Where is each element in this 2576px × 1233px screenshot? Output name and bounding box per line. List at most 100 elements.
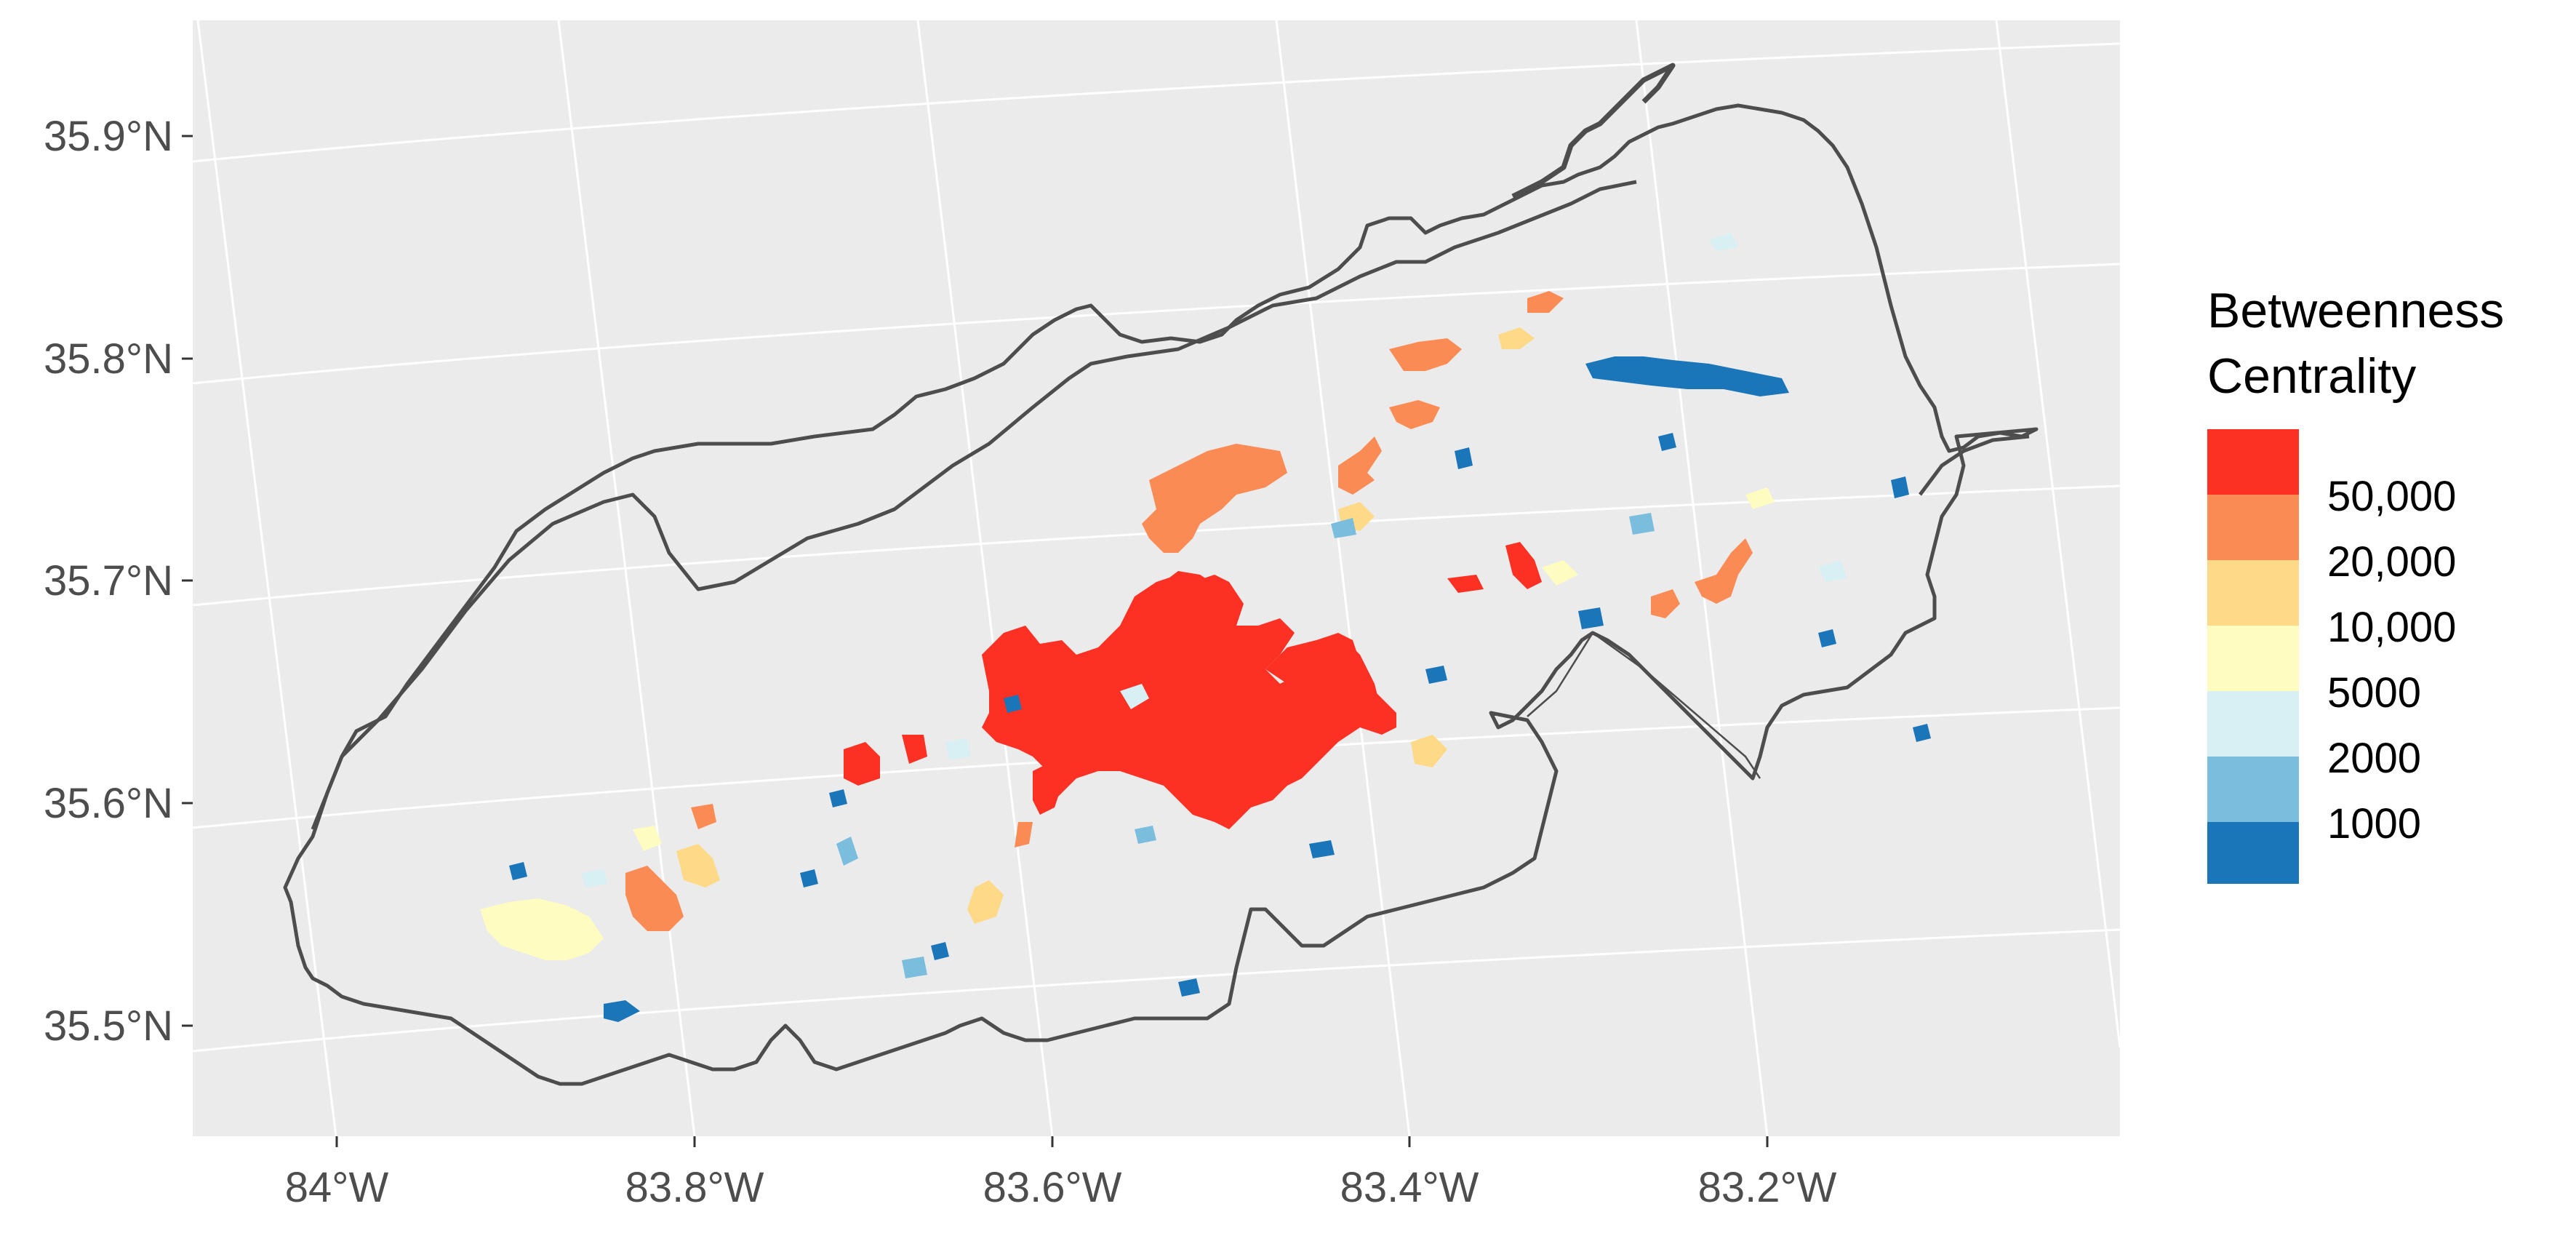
latitude-line-35-8: [192, 263, 2121, 385]
patch-blue-8: [1309, 840, 1335, 858]
patch-yellow-center: [967, 880, 1004, 924]
y-tick-label: 35.6°N: [44, 780, 173, 827]
legend-swatch: [2207, 691, 2299, 757]
latitude-line-35-7: [192, 484, 2121, 607]
patch-yellow-east: [1411, 735, 1447, 767]
patch-pale-yellow-small: [633, 826, 662, 851]
park-outline: [283, 103, 2039, 1086]
patch-orange-mid-2: [1695, 538, 1753, 604]
patch-red-tiny-1: [1447, 575, 1484, 593]
patch-blue-14: [1913, 724, 1931, 742]
patch-light-cyan-4: [582, 869, 607, 887]
longitude-line-83-4: [1275, 20, 1411, 1137]
legend-break-label: 2000: [2327, 735, 2421, 782]
centrality-patches: [480, 233, 1931, 1022]
latitude-line-35-9: [192, 42, 2121, 163]
legend: Betweenness Centrality 50,000 20,000 10,…: [2207, 283, 2504, 884]
patch-orange-west: [625, 866, 684, 931]
patch-mid-blue-2: [902, 957, 927, 978]
legend-swatch: [2207, 757, 2299, 822]
longitude-line-83-2: [1635, 20, 1769, 1137]
legend-swatch: [2207, 560, 2299, 626]
patch-red-tiny-2: [902, 735, 927, 764]
x-tick-label: 83.6°W: [983, 1164, 1122, 1211]
patch-orange-center-small: [1015, 822, 1033, 847]
patch-blue-12: [1004, 695, 1022, 713]
boundary-southeast-notch: [1527, 631, 1761, 779]
patch-light-cyan-3: [1818, 560, 1847, 582]
patch-pale-yellow-west: [480, 898, 604, 960]
patch-red-strip: [1033, 764, 1062, 815]
map-panel: [193, 20, 2120, 1136]
legend-title-line-2: Centrality: [2207, 348, 2416, 404]
patch-blue-2: [1578, 607, 1604, 629]
patch-orange-north-2: [1338, 436, 1382, 495]
legend-break-label: 1000: [2327, 800, 2421, 847]
patch-orange-mid-3: [1651, 589, 1680, 618]
boundary-northeast-tail: [1511, 63, 1676, 199]
patch-red-east-small: [1505, 542, 1542, 589]
patch-red-west: [844, 742, 880, 786]
patch-blue-7: [800, 869, 818, 887]
patch-blue-3: [829, 789, 847, 807]
patch-light-cyan-5: [1709, 233, 1738, 251]
patch-orange-north-4: [1527, 291, 1564, 313]
patch-red-north-loop: [1127, 571, 1236, 727]
legend-swatch: [2207, 822, 2299, 884]
legend-break-label: 10,000: [2327, 604, 2456, 651]
latitude-line-35-5: [192, 928, 2121, 1053]
patch-blue-5: [1455, 447, 1473, 469]
legend-swatch: [2207, 429, 2299, 495]
patch-mid-blue-3: [1629, 513, 1655, 535]
patch-pale-yellow-east: [1745, 487, 1775, 509]
legend-break-label: 5000: [2327, 669, 2421, 717]
y-tick-label: 35.9°N: [44, 113, 173, 160]
patch-mid-blue-5: [1135, 826, 1156, 844]
patch-blue-11: [1425, 666, 1447, 684]
legend-title-line-1: Betweenness: [2207, 283, 2504, 338]
legend-swatch: [2207, 626, 2299, 691]
x-tick-label: 84°W: [285, 1164, 389, 1211]
patch-mid-blue-4: [1331, 518, 1356, 538]
patch-light-cyan-2: [945, 738, 971, 760]
patch-orange-mid-1: [1389, 400, 1440, 429]
patch-light-cyan-1: [1120, 684, 1149, 709]
patch-yellow-north: [1498, 327, 1535, 349]
patch-yellow-west: [676, 844, 720, 887]
y-tick-label: 35.8°N: [44, 335, 173, 383]
park-boundaries: [283, 63, 2039, 1086]
longitude-line-83-0: [1995, 20, 2121, 1048]
patch-blue-9: [1818, 629, 1836, 647]
patch-blue-15: [931, 942, 949, 960]
graticule: [192, 20, 2121, 1137]
patch-orange-north-1: [1142, 444, 1287, 553]
patch-blue-west-1: [604, 1000, 640, 1022]
y-tick-label: 35.5°N: [44, 1002, 173, 1050]
x-tick-label: 83.8°W: [625, 1164, 764, 1211]
patch-blue-10: [509, 862, 527, 880]
patch-mid-blue-1: [836, 837, 858, 866]
y-tick-label: 35.7°N: [44, 557, 173, 604]
longitude-line-83-6: [916, 20, 1054, 1137]
patch-red-east-loop: [1265, 633, 1382, 757]
patch-orange-north-3: [1389, 338, 1462, 371]
longitude-line-84-0: [196, 20, 337, 1137]
boundary-east-arm: [1919, 434, 2030, 496]
patch-orange-west-small: [691, 804, 716, 829]
legend-break-label: 20,000: [2327, 538, 2456, 586]
patch-red-central: [982, 575, 1396, 829]
patch-blue-4: [1178, 978, 1200, 997]
boundary-inner-ridge: [311, 180, 1637, 830]
patch-pale-yellow-center: [1542, 560, 1578, 586]
legend-swatch: [2207, 495, 2299, 560]
patch-blue-6: [1891, 476, 1909, 498]
patch-blue-13: [1658, 433, 1676, 451]
x-tick-label: 83.2°W: [1698, 1164, 1837, 1211]
y-axis: 35.9°N 35.8°N 35.7°N 35.6°N 35.5°N: [44, 113, 193, 1050]
x-axis: 84°W 83.8°W 83.6°W 83.4°W 83.2°W: [285, 1136, 1837, 1211]
longitude-line-83-8: [557, 20, 696, 1137]
x-tick-label: 83.4°W: [1340, 1164, 1479, 1211]
patch-blue-northeast: [1585, 356, 1789, 396]
legend-break-label: 50,000: [2327, 473, 2456, 520]
